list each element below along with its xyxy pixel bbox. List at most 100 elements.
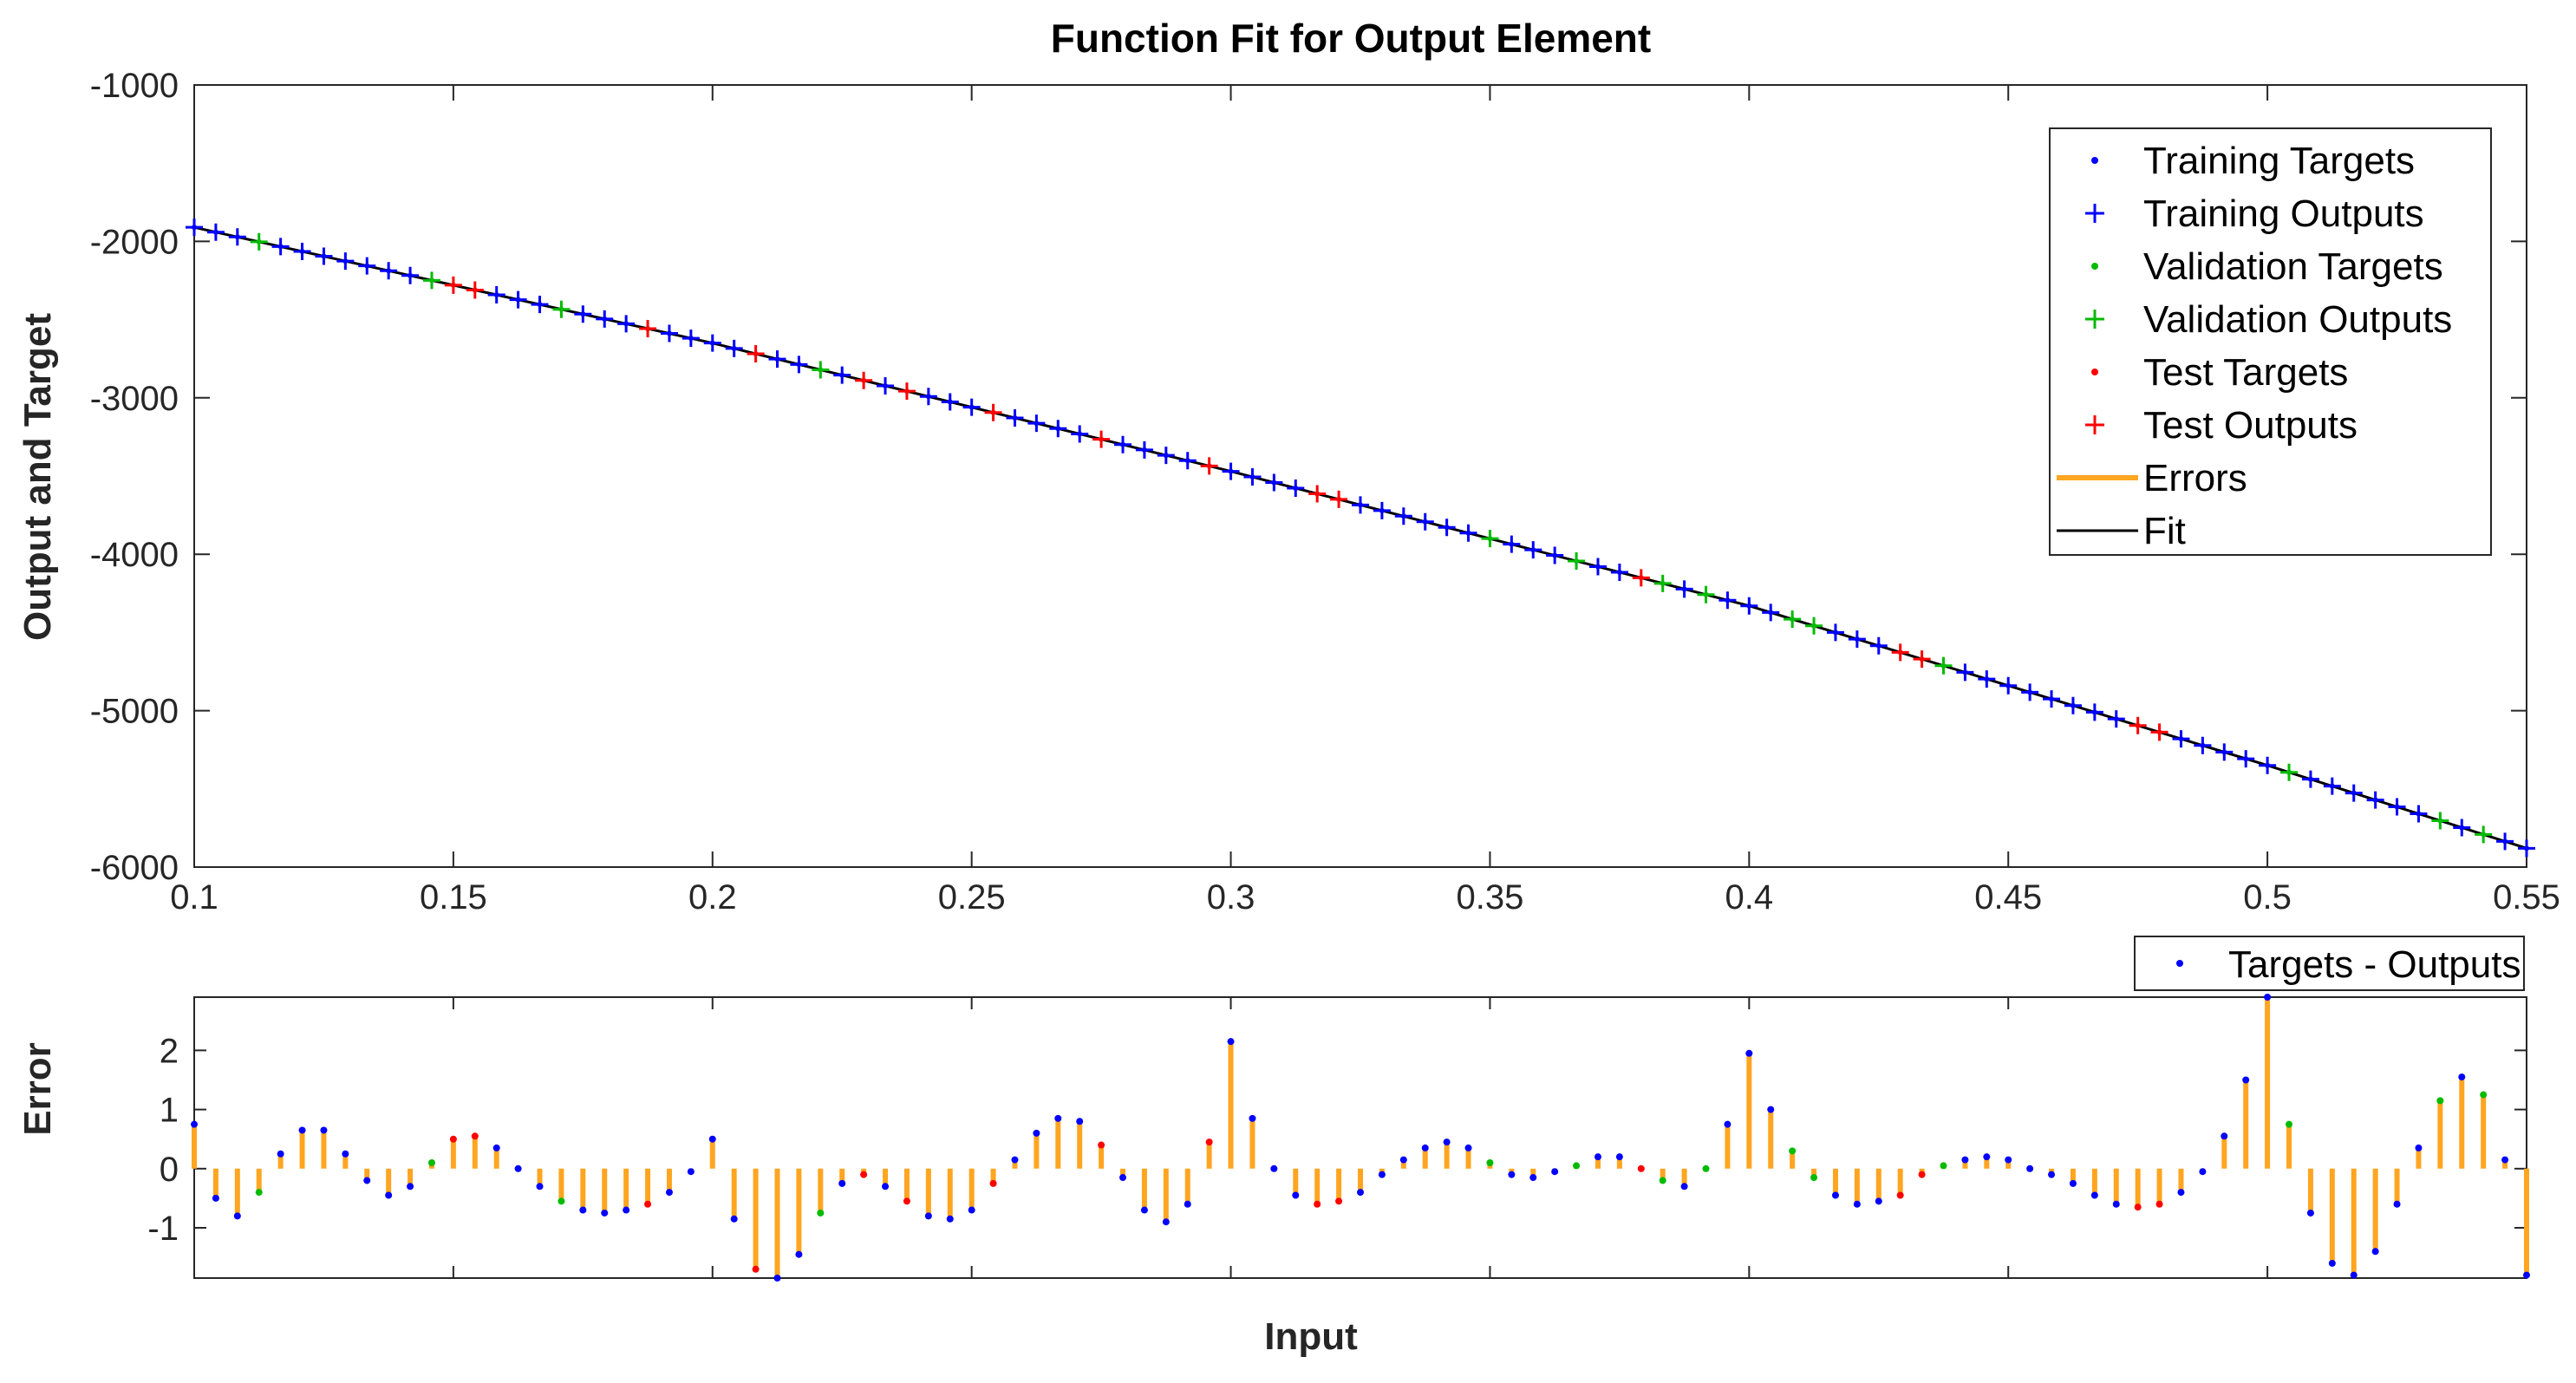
error-point (1745, 1049, 1753, 1057)
y-tick-label: -2000 (90, 223, 179, 261)
error-point (1940, 1162, 1947, 1170)
training-target-marker (537, 302, 543, 308)
training-target-marker (1746, 603, 1752, 609)
training-target-marker (1271, 479, 1277, 486)
training-target-marker (2091, 709, 2097, 715)
test-target-marker (2135, 722, 2141, 728)
training-target-marker (1228, 468, 1234, 474)
error-point (2328, 1259, 2336, 1267)
validation-target-marker (1811, 623, 1817, 629)
training-target-marker (947, 399, 953, 405)
error-point (2048, 1171, 2056, 1178)
training-target-marker (623, 321, 629, 327)
error-point (1573, 1162, 1581, 1170)
error-point (1270, 1164, 1278, 1172)
validation-target-marker (1574, 558, 1580, 564)
error-point (1119, 1174, 1127, 1182)
training-target-marker (386, 268, 392, 274)
x-tick-label: 0.35 (1457, 878, 1524, 917)
error-point (1399, 1156, 1407, 1164)
training-target-marker (2372, 797, 2378, 803)
test-target-marker (753, 350, 759, 356)
error-point (2306, 1209, 2314, 1217)
training-target-marker (1163, 453, 1169, 459)
error-point (1292, 1191, 1300, 1199)
error-plot-area: 2 1 0 -1 (147, 994, 2530, 1282)
training-target-marker (493, 292, 499, 298)
training-target-marker (1055, 426, 1061, 432)
training-target-marker (925, 394, 931, 400)
legend-dot-icon (2091, 263, 2098, 270)
training-target-marker (666, 330, 672, 336)
training-target-marker (2265, 762, 2271, 768)
error-point (255, 1189, 263, 1197)
error-point (1033, 1129, 1040, 1137)
error-point (1335, 1197, 1343, 1205)
training-target-marker (1854, 636, 1860, 643)
error-point (1011, 1156, 1019, 1164)
x-tick-label: 0.55 (2493, 878, 2560, 917)
error-point (644, 1200, 652, 1208)
legend-label: Test Outputs (2143, 404, 2358, 447)
main-legend-box (2049, 127, 2492, 556)
error-point (1378, 1171, 1386, 1178)
training-target-marker (1012, 414, 1018, 421)
test-target-marker (861, 377, 867, 383)
training-target-marker (277, 244, 284, 250)
error-y-tick-label: 2 (160, 1032, 179, 1070)
legend-dot-icon (2091, 369, 2098, 375)
error-point (2286, 1120, 2293, 1128)
training-target-marker (2307, 776, 2313, 782)
error-point (1724, 1120, 1731, 1128)
error-point (1637, 1164, 1645, 1172)
legend-plus-icon (2085, 204, 2104, 223)
error-point (773, 1275, 781, 1282)
training-target-marker (1249, 474, 1255, 480)
legend-label: Validation Targets (2143, 245, 2443, 288)
error-point (2393, 1200, 2401, 1208)
error-point (838, 1179, 846, 1187)
error-point (363, 1177, 371, 1184)
error-point (1702, 1164, 1710, 1172)
training-target-marker (1509, 541, 1515, 547)
training-target-marker (1422, 519, 1428, 525)
training-target-marker (1875, 643, 1881, 649)
training-target-marker (2221, 749, 2227, 755)
y-tick-label: -3000 (90, 380, 179, 418)
error-point (1076, 1118, 1084, 1125)
error-point (1443, 1138, 1451, 1146)
training-target-marker (2329, 783, 2335, 789)
error-point (989, 1179, 997, 1187)
training-target-marker (299, 248, 305, 254)
test-target-marker (472, 287, 478, 293)
training-target-marker (1034, 421, 1040, 427)
validation-target-marker (1660, 580, 1666, 586)
training-target-marker (688, 336, 694, 342)
error-point (2134, 1204, 2142, 1211)
x-tick-label: 0.25 (938, 878, 1006, 917)
error-point (2026, 1164, 2034, 1172)
legend-label: Training Targets (2143, 140, 2415, 182)
error-point (2112, 1200, 2120, 1208)
error-point (1140, 1206, 1148, 1214)
training-target-marker (2394, 804, 2400, 810)
legend-plus-icon (2085, 415, 2104, 434)
error-point (1486, 1158, 1494, 1166)
training-target-marker (2005, 682, 2012, 688)
error-point (191, 1120, 198, 1128)
error-point (1205, 1138, 1213, 1146)
legend-label: Validation Outputs (2143, 298, 2452, 341)
training-target-marker (515, 297, 521, 303)
error-point (320, 1126, 328, 1134)
chart-title: Function Fit for Output Element (1051, 16, 1651, 61)
test-target-marker (1638, 575, 1644, 581)
y-tick-label: -5000 (90, 693, 179, 731)
error-point (946, 1215, 954, 1223)
training-target-marker (1595, 564, 1601, 570)
training-target-marker (408, 272, 414, 278)
training-target-marker (2243, 756, 2249, 762)
error-point (1162, 1218, 1170, 1226)
validation-target-marker (558, 306, 564, 312)
error-point (407, 1183, 414, 1191)
training-target-marker (212, 229, 218, 235)
